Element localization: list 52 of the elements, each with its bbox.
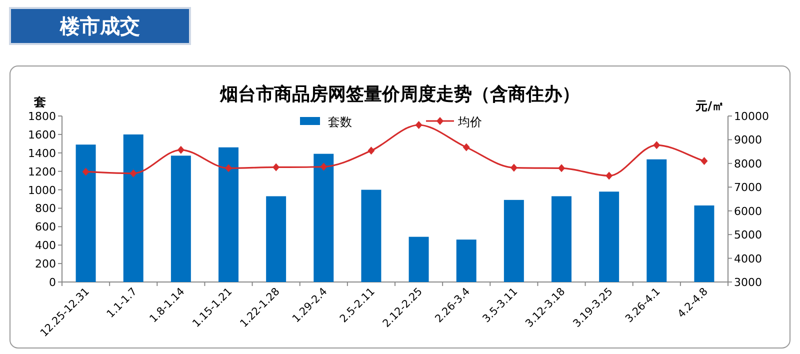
y-tick-label: 1200	[28, 165, 56, 178]
y2-axis-title: 元/㎡	[694, 99, 724, 113]
y-tick-label: 0	[49, 276, 56, 289]
point	[130, 169, 137, 178]
chart-title: 烟台市商品房网签量价周度走势（含商住办）	[219, 84, 580, 105]
bar	[314, 154, 334, 282]
bar	[76, 144, 96, 282]
bar	[694, 205, 714, 282]
point	[558, 164, 565, 172]
y-tick-label: 1400	[28, 146, 56, 160]
bar	[123, 134, 144, 282]
y-tick-label: 600	[35, 220, 56, 234]
point	[177, 146, 184, 154]
point	[82, 168, 90, 176]
y-tick-label: 800	[35, 202, 56, 216]
y2-tick-label: 5000	[734, 228, 762, 242]
y-axis-title: 套	[33, 95, 46, 109]
point	[320, 162, 328, 171]
bar	[170, 156, 191, 282]
bar	[552, 196, 572, 282]
legend-label: 均价	[457, 115, 482, 129]
point	[272, 163, 280, 172]
point	[653, 141, 660, 150]
y2-tick-label: 6000	[734, 204, 762, 218]
y2-tick-label: 10000	[734, 110, 769, 123]
y2-tick-label: 3000	[734, 276, 762, 289]
bar	[218, 147, 238, 282]
bar	[646, 159, 667, 282]
point	[700, 157, 708, 166]
point	[462, 143, 470, 152]
bar	[456, 240, 476, 282]
point	[415, 121, 422, 130]
point	[510, 164, 518, 172]
bar	[504, 200, 524, 282]
bar	[361, 190, 382, 282]
point	[225, 164, 232, 172]
y-tick-label: 200	[35, 258, 56, 271]
point	[606, 172, 613, 180]
bar	[408, 236, 429, 282]
y-tick-label: 1000	[28, 184, 56, 197]
y2-tick-label: 7000	[734, 181, 762, 194]
y-tick-label: 400	[35, 239, 56, 252]
point	[368, 146, 375, 155]
y2-tick-label: 4000	[734, 252, 762, 266]
y2-tick-label: 9000	[734, 134, 762, 147]
legend-label: 套数	[328, 115, 352, 129]
y-tick-label: 1600	[28, 128, 56, 142]
text: 楼市成交	[59, 14, 140, 38]
bar	[266, 196, 286, 282]
y-tick-label: 1800	[28, 110, 56, 123]
bar	[599, 192, 620, 282]
y2-tick-label: 8000	[734, 157, 762, 170]
